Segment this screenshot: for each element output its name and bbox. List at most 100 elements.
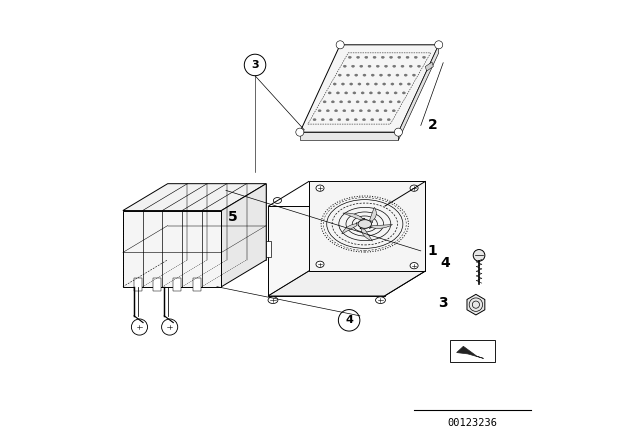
Ellipse shape <box>268 297 278 304</box>
Ellipse shape <box>376 65 380 67</box>
Ellipse shape <box>384 110 387 112</box>
Ellipse shape <box>397 101 401 103</box>
Ellipse shape <box>346 74 349 76</box>
Polygon shape <box>173 278 181 291</box>
Ellipse shape <box>273 198 282 203</box>
Text: 3: 3 <box>252 60 259 70</box>
Ellipse shape <box>401 65 404 67</box>
Polygon shape <box>154 278 161 291</box>
Ellipse shape <box>386 92 389 94</box>
Polygon shape <box>385 181 425 296</box>
Ellipse shape <box>326 110 330 112</box>
Ellipse shape <box>351 65 355 67</box>
Polygon shape <box>300 132 398 140</box>
Polygon shape <box>343 213 365 220</box>
Ellipse shape <box>356 101 359 103</box>
Circle shape <box>339 310 360 331</box>
Circle shape <box>435 41 443 49</box>
Ellipse shape <box>328 92 332 94</box>
Ellipse shape <box>380 74 383 76</box>
Ellipse shape <box>407 83 410 85</box>
Ellipse shape <box>371 119 374 121</box>
Ellipse shape <box>389 101 392 103</box>
Ellipse shape <box>358 83 361 85</box>
Circle shape <box>473 250 485 261</box>
Ellipse shape <box>396 74 399 76</box>
Circle shape <box>161 319 178 335</box>
Ellipse shape <box>353 92 356 94</box>
Ellipse shape <box>363 74 366 76</box>
Ellipse shape <box>332 101 335 103</box>
Ellipse shape <box>394 92 397 94</box>
Ellipse shape <box>335 110 338 112</box>
Ellipse shape <box>388 74 391 76</box>
Ellipse shape <box>341 83 344 85</box>
Ellipse shape <box>343 110 346 112</box>
Polygon shape <box>467 294 485 315</box>
Ellipse shape <box>383 83 386 85</box>
Polygon shape <box>269 206 385 296</box>
Polygon shape <box>398 45 438 140</box>
Ellipse shape <box>373 56 376 58</box>
Polygon shape <box>342 222 357 234</box>
Ellipse shape <box>343 65 346 67</box>
Polygon shape <box>123 184 266 211</box>
Ellipse shape <box>376 297 385 304</box>
Ellipse shape <box>399 83 402 85</box>
Text: 4: 4 <box>345 315 353 325</box>
Ellipse shape <box>392 110 396 112</box>
Ellipse shape <box>344 92 348 94</box>
Ellipse shape <box>371 74 374 76</box>
Polygon shape <box>262 241 271 257</box>
Ellipse shape <box>355 74 358 76</box>
Ellipse shape <box>378 92 381 94</box>
Text: 1: 1 <box>428 244 437 258</box>
Ellipse shape <box>323 101 326 103</box>
Ellipse shape <box>372 101 376 103</box>
Polygon shape <box>450 340 495 362</box>
Ellipse shape <box>422 56 426 58</box>
Ellipse shape <box>381 101 384 103</box>
Ellipse shape <box>391 83 394 85</box>
Ellipse shape <box>348 56 351 58</box>
Ellipse shape <box>410 263 418 269</box>
Ellipse shape <box>410 185 418 191</box>
Text: 5: 5 <box>228 210 238 224</box>
Polygon shape <box>123 211 221 287</box>
Ellipse shape <box>360 65 363 67</box>
Ellipse shape <box>316 261 324 267</box>
Ellipse shape <box>366 83 369 85</box>
Text: 3: 3 <box>438 296 448 310</box>
Text: 4: 4 <box>440 256 450 271</box>
Ellipse shape <box>316 185 324 191</box>
Ellipse shape <box>358 220 371 228</box>
Ellipse shape <box>349 83 353 85</box>
Ellipse shape <box>404 74 407 76</box>
Ellipse shape <box>412 74 415 76</box>
Ellipse shape <box>362 119 365 121</box>
Circle shape <box>296 128 304 136</box>
Ellipse shape <box>338 74 341 76</box>
Ellipse shape <box>403 92 405 94</box>
Ellipse shape <box>354 119 357 121</box>
Ellipse shape <box>364 101 367 103</box>
Ellipse shape <box>348 101 351 103</box>
Ellipse shape <box>330 119 333 121</box>
Circle shape <box>394 128 403 136</box>
Circle shape <box>244 54 266 76</box>
Ellipse shape <box>409 65 412 67</box>
Ellipse shape <box>376 110 379 112</box>
Polygon shape <box>168 184 266 260</box>
Polygon shape <box>360 228 372 241</box>
Ellipse shape <box>359 110 362 112</box>
Ellipse shape <box>346 119 349 121</box>
Text: 00123236: 00123236 <box>447 418 497 428</box>
Ellipse shape <box>321 119 324 121</box>
Polygon shape <box>134 278 141 291</box>
Ellipse shape <box>337 92 339 94</box>
Ellipse shape <box>365 56 368 58</box>
Polygon shape <box>308 181 425 271</box>
Polygon shape <box>269 271 425 296</box>
Circle shape <box>131 319 147 335</box>
Ellipse shape <box>361 92 364 94</box>
